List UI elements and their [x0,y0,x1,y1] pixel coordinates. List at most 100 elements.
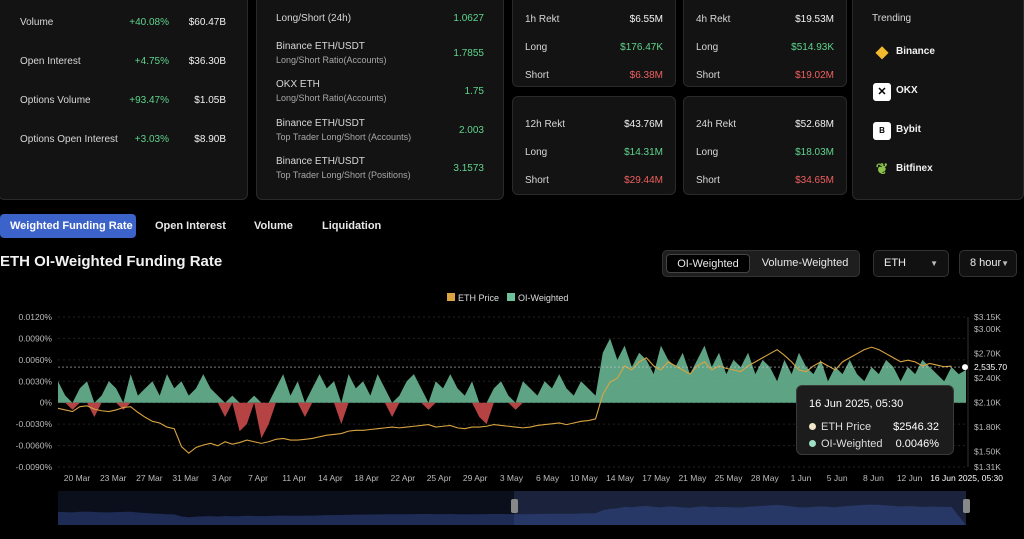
trending-card: Trending ◆ Binance ✕ OKX B Bybit ❦ Bitfinex [852,0,1024,200]
long-short-subtitle: Top Trader Long/Short (Accounts) [276,132,412,142]
summary-label: Options Volume [20,95,91,106]
long-short-subtitle: Long/Short Ratio(Accounts) [276,93,387,103]
tooltip-date: 16 Jun 2025, 05:30 [809,398,904,410]
tab-open-interest[interactable]: Open Interest [155,220,226,232]
x-tick: 29 Apr [463,473,488,483]
long-short-value: 2.003 [458,125,484,136]
x-tick: 14 Apr [318,473,343,483]
rekt-label: 4h Rekt [696,14,731,25]
long-short-title: Binance ETH/USDT [276,118,365,129]
rekt-value: $176.47K [620,42,663,53]
rekt-value: $19.53M [795,14,834,25]
legend-eth-price: ETH Price [458,293,499,303]
rekt-label: 24h Rekt [696,119,737,130]
long-short-value: 1.75 [464,86,484,97]
tab-liquidation[interactable]: Liquidation [322,220,382,232]
long-short-title: OKX ETH [276,79,320,90]
x-tick: 17 May [642,473,671,483]
tab-volume[interactable]: Volume [254,220,293,232]
rekt-value: $14.31M [624,147,663,158]
tooltip-rate-value: 0.0046% [895,438,939,450]
rekt-value: $34.65M [795,175,834,186]
summary-label: Open Interest [20,56,81,67]
summary-value: $60.47B [188,17,226,28]
x-tick: 11 Apr [282,473,306,483]
current-price-dot [962,364,968,371]
trending-item[interactable]: ✕ OKX [873,83,1003,103]
summary-change: +3.03% [134,134,169,145]
long-short-value: 1.7855 [453,48,484,59]
tooltip-price-label: ETH Price [809,421,871,433]
x-tick: 6 May [536,473,560,483]
funding-negative-area [58,402,966,439]
y-left-tick: -0.0060% [16,441,53,451]
x-tick: 25 May [715,473,744,483]
rekt-label: 12h Rekt [525,119,566,130]
x-tick: 18 Apr [354,473,379,483]
x-tick: 12 Jun [897,473,923,483]
summary-change: +40.08% [129,17,169,28]
chart-legend: ETH Price OI-Weighted [447,293,568,303]
rekt-card: 24h Rekt $52.68M Long $18.03M Short $34.65M [683,96,847,195]
x-tick: 23 Mar [100,473,127,483]
rekt-label: Long [696,42,719,53]
rekt-value: $6.38M [629,70,663,81]
legend-swatch-eth-price [447,293,455,301]
long-short-24h-label: Long/Short (24h) [276,13,352,24]
interval-select[interactable]: 8 hour ▼ [959,250,1017,277]
y-left-tick: 0.0060% [18,355,52,365]
trending-item[interactable]: ◆ Binance [873,44,1003,64]
y-right-tick: $1.50K [974,447,1001,457]
tab-weighted-funding-rate[interactable]: Weighted Funding Rate [0,214,136,238]
y-left-tick: 0.0030% [18,376,52,386]
long-short-24h-value: 1.0627 [453,13,484,24]
y-left-tick: 0% [40,398,53,408]
y-right-tick: $1.31K [974,462,1001,472]
bitfinex-icon: ❦ [875,161,889,178]
y-left-tick: 0.0090% [18,333,52,343]
long-short-title: Binance ETH/USDT [276,156,365,167]
x-tick: 3 May [500,473,524,483]
summary-label: Options Open Interest [20,134,118,145]
rate-dot-icon [809,440,816,447]
volume-weighted-toggle[interactable]: Volume-Weighted [761,257,849,269]
y-right-tick: $1.80K [974,422,1001,432]
summary-value: $1.05B [194,95,226,106]
rekt-card: 4h Rekt $19.53M Long $514.93K Short $19.02M [683,0,847,87]
rekt-value: $18.03M [795,147,834,158]
trending-name: Binance [896,46,935,57]
rekt-label: Long [696,147,719,158]
tooltip-rate-label: OI-Weighted [809,438,883,450]
rekt-label: Short [525,175,549,186]
x-tick: 5 Jun [827,473,848,483]
trending-item[interactable]: B Bybit [873,122,1003,142]
y-left-tick: -0.0090% [16,462,53,472]
navigator-selection [514,491,966,525]
weighting-toggle: OI-Weighted Volume-Weighted [662,250,860,277]
navigator-handle-left [511,499,518,513]
rekt-label: Short [525,70,549,81]
chart-tooltip: 16 Jun 2025, 05:30 ETH Price $2546.32 OI… [796,385,954,455]
funding-positive-area [58,338,966,403]
long-short-value: 3.1573 [453,163,484,174]
x-tick: 27 Mar [136,473,163,483]
x-tick: 10 May [570,473,599,483]
rekt-card: 1h Rekt $6.55M Long $176.47K Short $6.38M [512,0,676,87]
asset-select[interactable]: ETH ▼ [873,250,949,277]
rekt-label: Long [525,147,548,158]
y-right-tick: $2.40K [974,373,1001,383]
navigator-area [58,504,966,525]
long-short-title: Binance ETH/USDT [276,41,365,52]
x-tick: 7 Apr [248,473,268,483]
trending-name: Bitfinex [896,163,933,174]
trending-item[interactable]: ❦ Bitfinex [873,161,1003,181]
rekt-label: Short [696,70,720,81]
interval-select-value: 8 hour [970,257,1002,269]
legend-oi-weighted: OI-Weighted [518,293,568,303]
rekt-value: $29.44M [624,175,663,186]
x-tick: 31 Mar [172,473,199,483]
long-short-subtitle: Top Trader Long/Short (Positions) [276,170,411,180]
oi-weighted-toggle[interactable]: OI-Weighted [666,254,750,273]
funding-rate-chart[interactable]: ETH Price OI-Weighted 0.0120% 0.0090% 0.0060… [0,289,1024,539]
y-left-tick: -0.0030% [16,419,53,429]
